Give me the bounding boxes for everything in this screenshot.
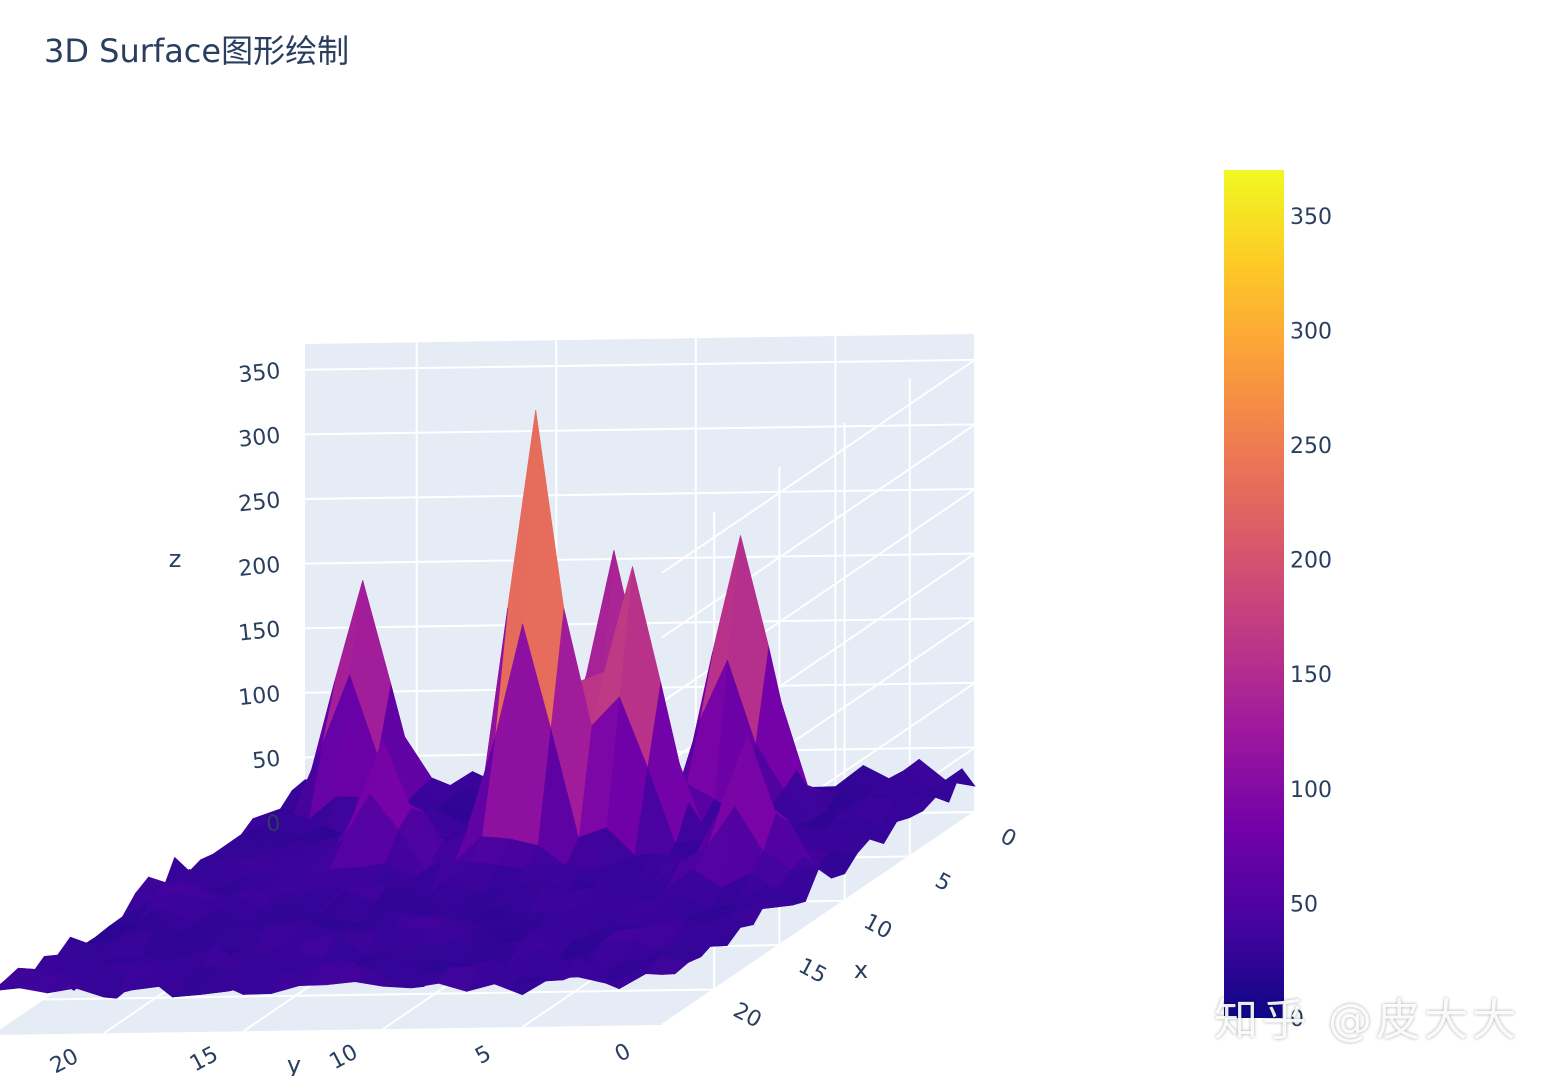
z-tick-label: 300 <box>237 424 281 453</box>
colorbar-gradient <box>1224 170 1284 1018</box>
colorbar-tick-label: 0 <box>1290 1007 1304 1032</box>
z-tick-label: 350 <box>237 359 281 388</box>
wall-yz <box>305 334 975 822</box>
x-axis-title: x <box>854 956 868 984</box>
z-tick-label: 100 <box>237 682 281 711</box>
z-tick-label: 250 <box>237 488 281 517</box>
watermark: 知乎 @皮大大 <box>1214 995 1520 1046</box>
y-axis-title: y <box>287 1051 301 1076</box>
z-tick-label: 150 <box>237 617 281 646</box>
colorbar-tick-label: 350 <box>1290 205 1332 230</box>
surface-patch <box>0 979 34 991</box>
z-tick-label: 50 <box>251 747 281 775</box>
y-tick-label: 15 <box>186 1042 222 1076</box>
z-tick-label: 0 <box>265 811 282 837</box>
z-axis-title: z <box>169 545 182 573</box>
colorbar-tick-label: 50 <box>1290 892 1318 917</box>
y-tick-label: 10 <box>326 1040 362 1075</box>
x-tick-label: 10 <box>859 909 895 944</box>
colorbar-tick-label: 150 <box>1290 663 1332 688</box>
y-tick-label: 20 <box>46 1044 82 1076</box>
colorbar-tick-label: 100 <box>1290 778 1332 803</box>
x-tick-label: 5 <box>931 868 955 897</box>
x-tick-label: 0 <box>996 824 1020 853</box>
chart-title: 3D Surface图形绘制 <box>44 32 350 70</box>
colorbar-tick-label: 300 <box>1290 319 1332 344</box>
gridline-y <box>661 334 976 1026</box>
x-tick-label: 15 <box>794 954 830 989</box>
colorbar-tick-label: 200 <box>1290 549 1332 574</box>
surface[interactable] <box>0 409 976 999</box>
z-tick-label: 200 <box>237 553 281 582</box>
y-tick-label: 5 <box>471 1041 495 1070</box>
colorbar: 0 50 100 150 200 250 300 350 <box>1224 170 1332 1032</box>
x-tick-label: 20 <box>729 998 765 1033</box>
colorbar-tick-label: 250 <box>1290 434 1332 459</box>
y-tick-label: 0 <box>611 1039 635 1068</box>
